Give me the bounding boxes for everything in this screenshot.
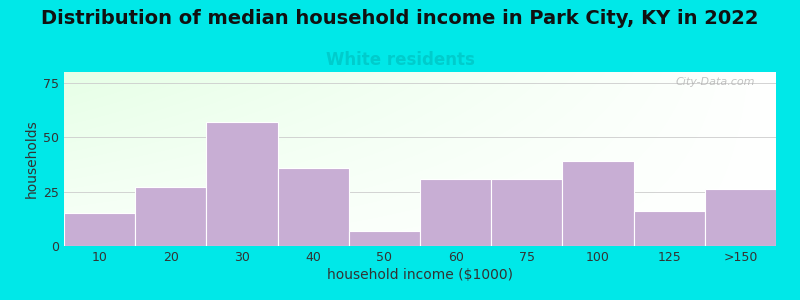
- X-axis label: household income ($1000): household income ($1000): [327, 268, 513, 282]
- Bar: [705, 190, 776, 246]
- Text: White residents: White residents: [326, 51, 474, 69]
- Bar: [135, 187, 206, 246]
- Y-axis label: households: households: [25, 120, 39, 198]
- Bar: [634, 211, 705, 246]
- Bar: [420, 178, 491, 246]
- Bar: [206, 122, 278, 246]
- Text: Distribution of median household income in Park City, KY in 2022: Distribution of median household income …: [42, 9, 758, 28]
- Bar: [64, 213, 135, 246]
- Bar: [562, 161, 634, 246]
- Text: City-Data.com: City-Data.com: [675, 77, 754, 87]
- Bar: [278, 168, 349, 246]
- Bar: [349, 231, 420, 246]
- Bar: [491, 178, 562, 246]
